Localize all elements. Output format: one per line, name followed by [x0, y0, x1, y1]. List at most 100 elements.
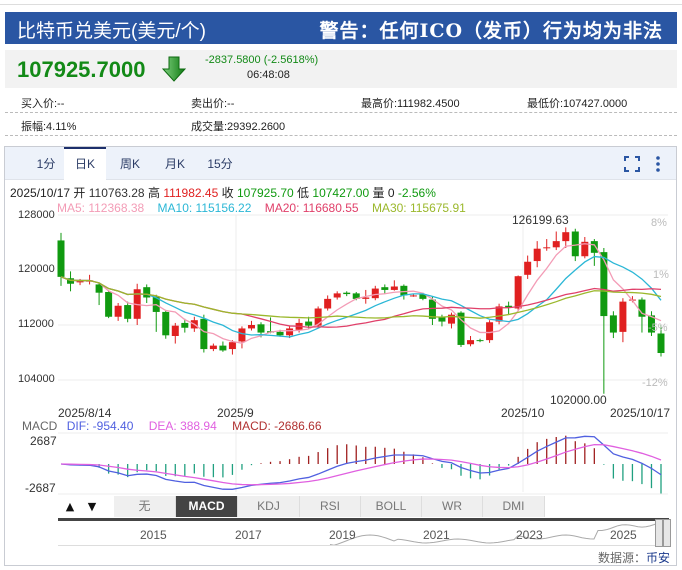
candle-body: [438, 317, 446, 322]
indicator-boll[interactable]: BOLL: [361, 496, 422, 517]
ma5-line: [60, 243, 662, 344]
candle-body: [171, 325, 179, 336]
warning-banner: 警告：任何ICO（发币）行为均为非法: [319, 20, 663, 42]
info-row-2: 振幅:4.11% 成交量:29392.2600: [5, 113, 677, 136]
indicator-dmi[interactable]: DMI: [483, 496, 545, 517]
candle-body: [286, 328, 294, 336]
x-label: 2025/10: [501, 406, 545, 420]
quote-time: 06:48:08: [247, 69, 290, 81]
pct-tick: 1%: [653, 269, 669, 281]
y-tick: 120000: [18, 263, 55, 275]
candle-body: [76, 281, 84, 283]
navigator-left-handle[interactable]: [655, 519, 663, 547]
candle-body: [228, 342, 236, 350]
y-tick: 104000: [18, 373, 55, 385]
candle-body: [428, 299, 436, 319]
fullscreen-icon[interactable]: [624, 156, 640, 172]
candle-body: [143, 287, 151, 298]
divider: [0, 4, 682, 5]
ma30-line: [60, 276, 662, 319]
tab-15min[interactable]: 15分: [207, 157, 233, 171]
header-bar: 比特币兑美元(美元/个) 警告：任何ICO（发币）行为均为非法: [5, 12, 677, 44]
ask-price: 卖出价:--: [191, 98, 235, 110]
candle-body: [409, 295, 417, 297]
amplitude: 振幅:4.11%: [21, 121, 77, 133]
time-navigator[interactable]: [58, 518, 669, 546]
tab-monthly[interactable]: 月K: [164, 157, 185, 171]
candle-body: [524, 261, 532, 275]
down-arrow-icon: [162, 56, 186, 82]
x-label: 2025/8/14: [58, 406, 112, 420]
candle-body: [400, 285, 408, 296]
candle-body: [114, 305, 122, 317]
macd-tick: -2687: [25, 481, 56, 495]
candle-body: [181, 322, 189, 328]
candle-body: [95, 284, 103, 293]
dea-line: [60, 444, 662, 486]
candle-body: [486, 322, 494, 341]
indicator-up-button[interactable]: ▲: [65, 500, 75, 513]
candle-body: [67, 278, 75, 284]
tab-1min[interactable]: 1分: [36, 157, 56, 171]
candle-body: [352, 293, 360, 299]
candle-body: [590, 241, 598, 253]
indicator-kdj[interactable]: KDJ: [238, 496, 300, 517]
candle-body: [609, 315, 617, 333]
dif-legend: DIF: -954.40: [66, 419, 134, 433]
candle-body: [533, 248, 541, 262]
tab-daily[interactable]: 日K: [64, 147, 106, 180]
macd-tick: 2687: [30, 434, 57, 448]
candle-body: [571, 231, 579, 257]
indicator-wr[interactable]: WR: [422, 496, 483, 517]
quote-bar: 107925.7000 -2837.5800 (-2.5618%) 06:48:…: [5, 50, 677, 88]
volume-label: 量: [372, 186, 385, 200]
indicator-rsi[interactable]: RSI: [300, 496, 361, 517]
candle-body: [276, 331, 284, 336]
navigator-line: [329, 521, 667, 545]
low-label: 低: [297, 186, 310, 200]
min-price-label: 102000.00: [550, 393, 607, 407]
low-value: 107427.00: [312, 186, 370, 200]
candle-body: [562, 232, 570, 242]
candle-body: [543, 247, 551, 249]
low-price: 最低价:107427.0000: [527, 98, 628, 110]
candle-body: [124, 305, 132, 319]
ma10-line: [60, 255, 662, 338]
candle-body: [324, 298, 332, 309]
pct-tick: -12%: [642, 377, 668, 389]
candle-body: [419, 294, 427, 299]
x-label: 2025/9: [217, 406, 254, 420]
y-tick: 112000: [18, 318, 54, 330]
candle-body: [467, 340, 475, 345]
candle-body: [257, 324, 265, 333]
candle-body: [57, 240, 65, 277]
candle-body: [362, 297, 370, 299]
close-value: 107925.70: [236, 186, 294, 200]
ma5-legend: MA5: 112368.38: [57, 201, 145, 215]
high-price: 最高价:111982.4500: [361, 98, 460, 110]
dea-legend: DEA: 388.94: [148, 419, 217, 433]
ohlc-date: 2025/10/17: [10, 186, 71, 200]
macd-legend: MACD DIF: -954.40 DEA: 388.94 MACD: -268…: [22, 419, 334, 433]
indicator-macd[interactable]: MACD: [176, 496, 238, 517]
y-tick: 128000: [18, 209, 55, 221]
candle-body: [619, 301, 627, 332]
period-tabs: 1分 日K 周K 月K 15分: [5, 147, 676, 180]
source-link[interactable]: 币安: [645, 551, 670, 565]
indicator-none[interactable]: 无: [114, 496, 176, 517]
candle-body: [638, 299, 646, 317]
candle-body: [247, 325, 255, 329]
navigator-right-handle[interactable]: [663, 519, 671, 547]
tab-weekly[interactable]: 周K: [119, 157, 140, 171]
indicator-down-button[interactable]: ▼: [87, 500, 97, 513]
volume-value: 0: [387, 186, 395, 200]
ma20-legend: MA20: 116680.55: [264, 201, 359, 215]
navigator-year: 2017: [235, 528, 262, 542]
candle-body: [238, 328, 246, 342]
ohlc-readout: 2025/10/17 开 110763.28 高 111982.45 收 107…: [10, 184, 436, 201]
current-price: 107925.7000: [17, 57, 146, 82]
more-vertical-icon[interactable]: [655, 155, 661, 173]
high-value: 111982.45: [163, 186, 219, 200]
candle-body: [657, 333, 665, 354]
